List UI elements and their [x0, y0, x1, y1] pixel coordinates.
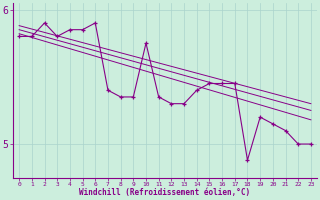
X-axis label: Windchill (Refroidissement éolien,°C): Windchill (Refroidissement éolien,°C) — [79, 188, 251, 197]
